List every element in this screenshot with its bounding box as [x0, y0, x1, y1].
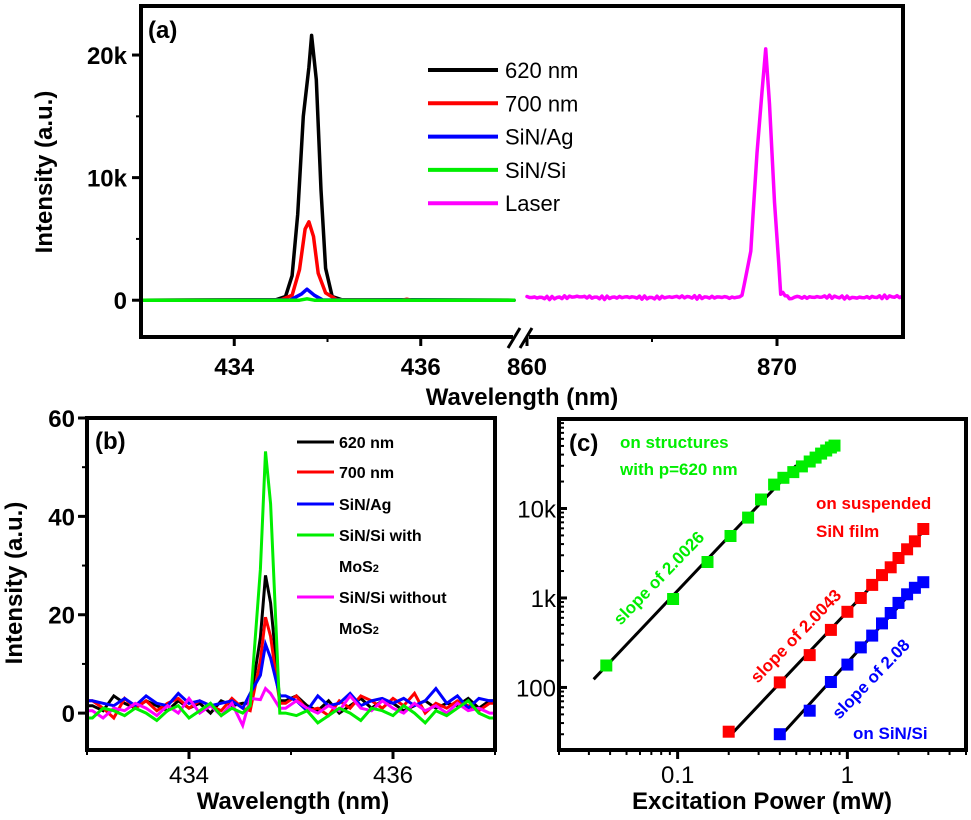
panel-c-series-layer [600, 439, 930, 741]
data-point-on-suspended-sin-film [803, 649, 816, 662]
panel-c-y-tick-label: 10k [517, 496, 557, 523]
data-point-on-suspended-sin-film [841, 605, 854, 618]
data-point-on-suspended-sin-film [773, 676, 786, 689]
data-point-on-suspended-sin-film [917, 523, 930, 535]
panel-c-y-tick-label: 1k [531, 586, 557, 613]
panel-b-y-tick-label: 60 [48, 406, 75, 433]
annotation-structures-line2: with p=620 nm [619, 460, 738, 479]
data-point-on-suspended-sin-film [854, 592, 867, 604]
panel-a-series-sin-si [139, 297, 516, 302]
panel-b-legend-label: 620 nm [339, 435, 394, 452]
panel-b-y-axis-title: Intensity (a.u.) [1, 502, 28, 665]
panel-c-frame [557, 417, 968, 752]
panel-b-series-620-nm [87, 575, 495, 716]
panel-a-y-tick-label: 10k [87, 166, 128, 193]
panel-b-legend-label-cont: MoS2 [339, 559, 379, 576]
panel-b-ticks: 434 436 0 20 40 60 [48, 406, 496, 789]
panel-a-legend-label: 700 nm [505, 91, 578, 116]
data-point-on-sin-si [803, 704, 816, 717]
data-point-on-suspended-sin-film [908, 535, 921, 548]
panel-b-y-tick-label: 0 [62, 701, 75, 728]
panel-c-x-tick-label: 0.1 [661, 762, 694, 789]
data-point-on-sin-si [866, 629, 879, 642]
panel-a-series-laser [525, 47, 904, 302]
panel-b-legend: 620 nm 700 nm SiN/Ag SiN/Si with MoS2 SiN/Si … [297, 435, 447, 638]
panel-b-x-tick-label: 436 [373, 762, 413, 789]
data-point-on-sin-si [917, 576, 930, 589]
panel-a-series-700-nm [139, 220, 516, 302]
panel-a-series-620-nm [139, 33, 516, 302]
panel-a-label: (a) [148, 17, 177, 44]
panel-b-legend-label: SiN/Si with [339, 528, 422, 545]
data-point-on-structures-with-p-620-nm [667, 593, 680, 605]
annotation-structures-line1: on structures [620, 433, 729, 452]
annotation-slope-blue: slope of 2.08 [828, 636, 913, 723]
data-point-on-sin-si [824, 676, 837, 688]
data-point-on-structures-with-p-620-nm [777, 471, 790, 484]
data-point-on-structures-with-p-620-nm [768, 478, 781, 491]
panel-b-series-sin-si-with-mos2 [87, 451, 495, 726]
data-point-on-suspended-sin-film [884, 561, 897, 574]
panel-b-series-sin-si-without-mos2 [87, 685, 495, 730]
panel-c-x-axis-title: Excitation Power (mW) [632, 788, 892, 815]
panel-b-legend-label: 700 nm [339, 465, 394, 482]
panel-b: 434 436 0 20 40 60 (b) Wavelength (nm) Intens… [1, 406, 497, 815]
annotation-sin-si: on SiN/Si [853, 724, 928, 743]
panel-c-ticks: 0.1 1 100 1k 10k [516, 422, 967, 789]
data-point-on-suspended-sin-film [824, 623, 837, 636]
panel-a-x-axis-title: Wavelength (nm) [426, 384, 618, 411]
annotation-slope-green: slope of 2.0026 [610, 528, 708, 629]
panel-b-series-sin-ag [87, 638, 495, 713]
subscript-2: 2 [373, 563, 379, 575]
panel-a-x-tick-label: 870 [757, 354, 797, 381]
data-point-on-structures-with-p-620-nm [755, 493, 767, 506]
annotation-slope-red: slope of 2.0043 [747, 586, 845, 687]
panel-a-legend: 620 nm 700 nm SiN/Ag SiN/Si Laser [428, 58, 578, 216]
panel-c-y-tick-label: 100 [516, 675, 556, 702]
panel-a-legend-label: SiN/Ag [505, 125, 573, 150]
data-point-on-sin-si [854, 641, 867, 654]
data-point-on-sin-si [876, 617, 888, 630]
data-point-on-sin-si [841, 658, 854, 671]
panel-a-x-tick-label: 434 [214, 354, 255, 381]
data-point-on-suspended-sin-film [866, 578, 879, 591]
panel-a-x-tick-label: 860 [507, 354, 547, 381]
panel-a-x-tick-label: 436 [401, 354, 441, 381]
panel-a-y-axis-title: Intensity (a.u.) [31, 91, 58, 254]
data-point-on-structures-with-p-620-nm [724, 530, 737, 542]
panel-a-legend-label: SiN/Si [505, 158, 566, 183]
data-point-on-structures-with-p-620-nm [600, 659, 613, 672]
panel-b-x-tick-label: 434 [169, 762, 209, 789]
panel-b-legend-label: SiN/Si without [339, 590, 447, 607]
panel-b-legend-label-cont: MoS2 [339, 621, 379, 638]
panel-a-legend-label: Laser [505, 191, 560, 216]
data-point-on-suspended-sin-film [722, 725, 735, 738]
panel-b-y-tick-label: 40 [48, 504, 75, 531]
panel-c-label: (c) [569, 430, 598, 457]
panel-a-legend-label: 620 nm [505, 58, 578, 83]
panel-b-y-tick-label: 20 [48, 603, 75, 630]
panel-a-axis-break-mark [506, 327, 522, 349]
panel-b-series-layer [87, 451, 495, 730]
data-point-on-structures-with-p-620-nm [828, 439, 841, 452]
data-point-on-structures-with-p-620-nm [742, 511, 755, 524]
data-point-on-sin-si [773, 728, 786, 741]
panel-a-y-tick-label: 20k [87, 43, 128, 70]
panel-b-x-axis-title: Wavelength (nm) [197, 788, 389, 815]
panel-a-series-layer [139, 33, 904, 302]
data-point-on-structures-with-p-620-nm [701, 556, 714, 568]
panel-a-ticks: 434 436 860 870 0 10k 20k [87, 43, 797, 381]
subscript-2: 2 [373, 625, 379, 637]
annotation-suspended-line2: SiN film [816, 522, 879, 541]
panel-c-x-tick-label: 1 [841, 762, 854, 789]
panel-b-legend-label: SiN/Ag [339, 497, 391, 514]
panel-b-label: (b) [95, 428, 126, 455]
panel-a-y-tick-label: 0 [114, 288, 127, 315]
annotation-suspended-line1: on suspended [816, 494, 931, 513]
data-point-on-sin-si [884, 607, 897, 619]
panel-c: 0.1 1 100 1k 10k (c) Excitation Power (mW) o… [516, 417, 968, 815]
